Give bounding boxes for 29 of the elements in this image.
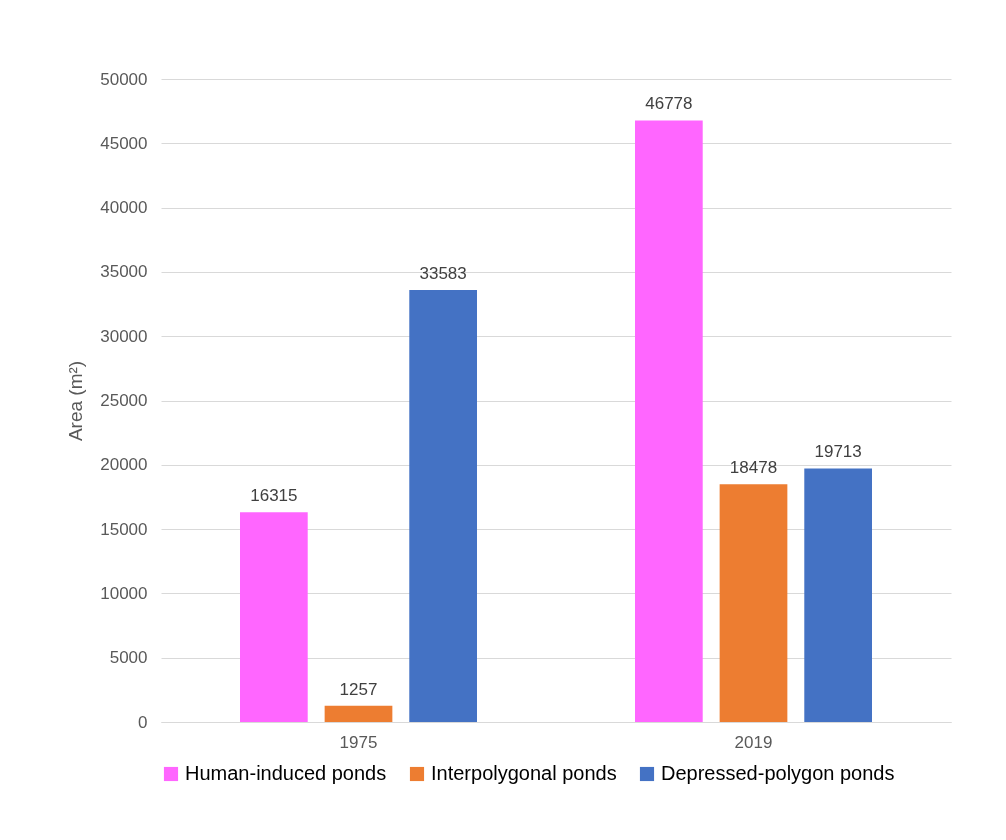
- y-tick-label: 0: [138, 712, 148, 732]
- y-tick-label: 25000: [100, 391, 148, 410]
- bar: [635, 120, 703, 722]
- bar: [240, 512, 308, 722]
- x-tick-label: 2019: [734, 732, 773, 752]
- y-tick-label: 45000: [100, 133, 148, 153]
- x-tick-label: 1975: [339, 732, 378, 752]
- bar: [804, 468, 872, 722]
- y-tick-label: 5000: [109, 648, 148, 668]
- bar: [409, 290, 477, 722]
- bar: [324, 705, 393, 722]
- y-tick-label: 50000: [100, 69, 148, 89]
- data-label: 1257: [339, 679, 378, 699]
- data-label: 33583: [419, 264, 467, 284]
- legend-label: Interpolygonal ponds: [431, 762, 617, 784]
- data-label: 18478: [729, 458, 778, 478]
- data-label: 46778: [645, 94, 693, 114]
- y-tick-label: 15000: [100, 519, 148, 539]
- data-label: 16315: [250, 486, 298, 506]
- y-tick-label: 40000: [100, 198, 148, 218]
- y-tick-label: 20000: [100, 455, 148, 475]
- legend-label: Human-induced ponds: [185, 762, 387, 784]
- data-label: 19713: [814, 442, 862, 462]
- legend-label: Depressed-polygon ponds: [661, 762, 895, 784]
- y-tick-label: 35000: [100, 262, 148, 282]
- y-axis-title: Area (m²): [65, 360, 87, 442]
- bar: [719, 484, 788, 722]
- y-tick-label: 30000: [100, 326, 148, 346]
- y-tick-label: 10000: [100, 583, 148, 603]
